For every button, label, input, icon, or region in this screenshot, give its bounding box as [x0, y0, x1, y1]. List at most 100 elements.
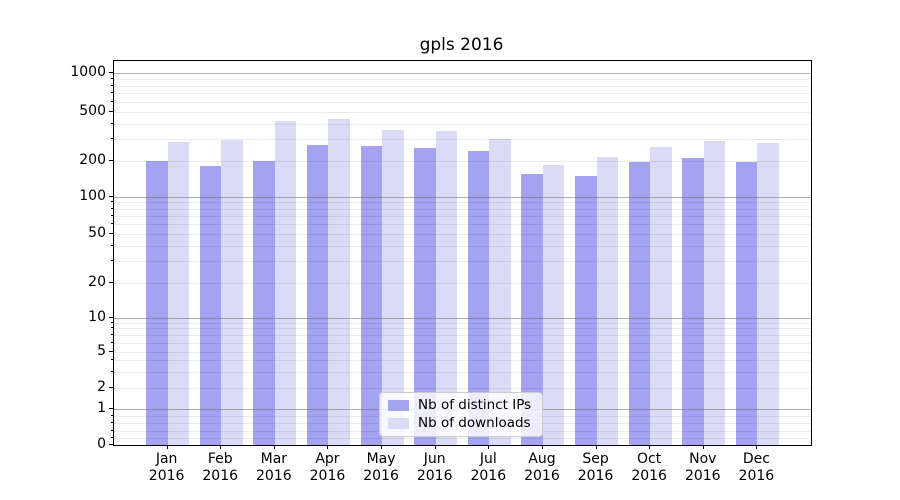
x-tick-label: Aug 2016 [510, 451, 574, 485]
bar-downloads-feb [221, 140, 243, 445]
major-gridline [114, 196, 811, 198]
bar-ips-may [360, 145, 383, 445]
bar-ips-dec [735, 162, 758, 445]
minor-gridline [114, 78, 811, 80]
bar-ips-mar [253, 161, 275, 445]
minor-gridline [114, 93, 811, 95]
x-tick-year: 2016 [416, 468, 453, 484]
bar-ips-jan [146, 161, 168, 445]
x-tick-mark [381, 445, 383, 449]
x-tick-year: 2016 [738, 468, 775, 484]
y-minor-tick-mark [111, 333, 113, 335]
bar-downloads-sep [596, 157, 618, 445]
x-tick-mark [541, 445, 543, 449]
y-tick-label: 1000 [70, 64, 106, 80]
x-tick-month: Jul [479, 451, 497, 467]
y-tick-label: 2 [97, 379, 106, 395]
legend: Nb of distinct IPs Nb of downloads [379, 392, 543, 437]
minor-gridline [114, 215, 811, 217]
bar-downloads-oct [650, 146, 672, 445]
x-tick-year: 2016 [470, 468, 507, 484]
y-tick-mark [109, 350, 113, 352]
y-tick-label: 0 [97, 436, 106, 452]
y-minor-tick-mark [111, 207, 113, 209]
major-gridline [114, 73, 811, 74]
y-minor-tick-mark [111, 370, 113, 372]
minor-gridline [114, 371, 811, 373]
bar-downloads-jul [489, 139, 511, 445]
x-tick-label: Jan 2016 [135, 451, 199, 485]
x-tick-year: 2016 [363, 468, 399, 484]
minor-gridline [114, 351, 811, 353]
y-minor-tick-mark [111, 100, 113, 102]
bar-downloads-jan [167, 142, 190, 445]
x-tick-year: 2016 [684, 468, 721, 484]
x-tick-mark [434, 445, 436, 449]
bar-ips-nov [682, 158, 704, 445]
minor-gridline [114, 101, 811, 103]
bar-downloads-aug [542, 164, 565, 445]
y-tick-mark [109, 160, 113, 161]
minor-gridline [114, 283, 811, 284]
x-tick-year: 2016 [577, 468, 614, 484]
legend-label-downloads: Nb of downloads [418, 415, 531, 431]
x-tick-month: Apr [315, 451, 340, 467]
y-tick-mark [109, 408, 113, 409]
minor-gridline [114, 85, 811, 87]
y-tick-label: 5 [97, 342, 106, 359]
x-tick-year: 2016 [202, 468, 239, 484]
legend-label-distinct-ips: Nb of distinct IPs [418, 397, 532, 413]
minor-gridline [114, 234, 811, 235]
x-tick-month: Feb [207, 451, 233, 467]
x-tick-year: 2016 [256, 468, 292, 484]
y-tick-label: 100 [79, 187, 106, 204]
major-gridline [114, 317, 811, 319]
y-tick-mark [109, 387, 113, 388]
plot-area [113, 60, 812, 446]
bar-downloads-may [382, 129, 404, 445]
y-minor-tick-mark [111, 223, 113, 225]
bar-downloads-apr [328, 118, 350, 445]
minor-gridline [114, 261, 811, 263]
y-minor-tick-mark [111, 201, 113, 203]
minor-gridline [114, 202, 811, 204]
bar-downloads-mar [274, 120, 297, 445]
minor-gridline [114, 224, 811, 226]
x-tick-label: Apr 2016 [295, 451, 359, 485]
y-minor-tick-mark [111, 77, 113, 79]
bar-downloads-nov [703, 141, 726, 445]
minor-gridline [114, 208, 811, 210]
x-tick-mark [327, 445, 329, 449]
minor-gridline [114, 342, 811, 344]
minor-gridline [114, 360, 811, 362]
y-tick-mark [109, 195, 113, 197]
y-minor-tick-mark [111, 436, 113, 438]
y-minor-tick-mark [111, 327, 113, 329]
x-tick-label: Feb 2016 [188, 451, 252, 485]
bar-ips-aug [521, 174, 543, 445]
y-tick-mark [109, 111, 113, 112]
y-minor-tick-mark [111, 84, 113, 86]
x-tick-label: Sep 2016 [564, 451, 628, 485]
minor-gridline [114, 139, 811, 141]
bar-ips-jul [467, 151, 490, 445]
y-minor-tick-mark [111, 92, 113, 94]
minor-gridline [114, 322, 811, 324]
x-tick-year: 2016 [148, 468, 185, 484]
legend-row-downloads: Nb of downloads [388, 416, 534, 431]
y-tick-mark [109, 444, 113, 445]
x-tick-label: Nov 2016 [671, 451, 735, 485]
minor-gridline [114, 388, 811, 389]
y-minor-tick-mark [111, 359, 113, 361]
x-tick-year: 2016 [631, 468, 667, 484]
x-tick-mark [273, 445, 275, 449]
y-minor-tick-mark [111, 122, 113, 124]
x-tick-label: Oct 2016 [617, 451, 681, 485]
x-tick-month: Dec [742, 451, 770, 467]
bar-ips-oct [628, 162, 651, 445]
y-minor-tick-mark [111, 214, 113, 216]
x-tick-label: Jun 2016 [403, 451, 467, 485]
bar-ips-feb [199, 166, 222, 445]
x-tick-month: Jun [423, 451, 446, 467]
x-tick-label: Dec 2016 [724, 451, 788, 485]
